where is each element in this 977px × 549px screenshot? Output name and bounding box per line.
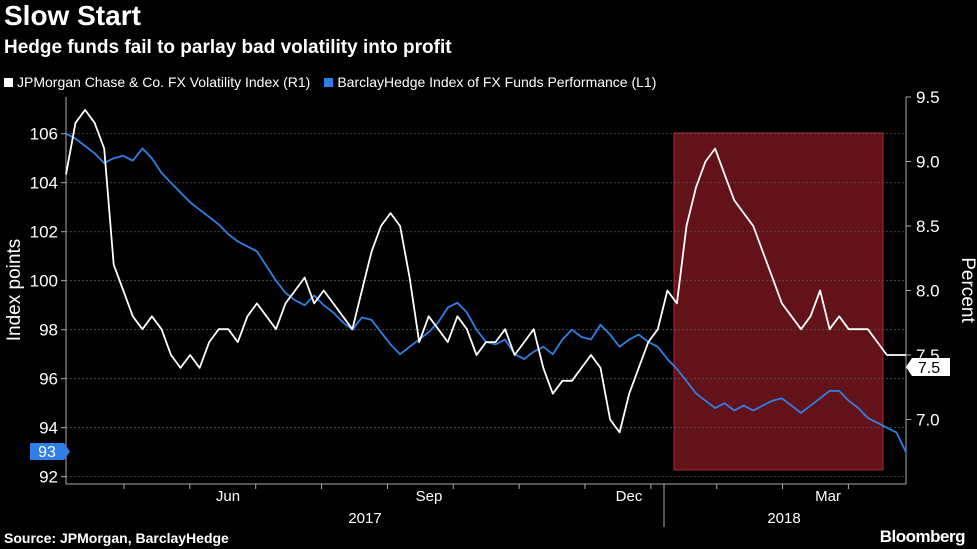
legend: JPMorgan Chase & Co. FX Volatility Index… [4,74,656,90]
right-tick-label: 9.5 [916,88,940,107]
right-tick-label: 8.5 [916,217,940,236]
right-tick-label: 8.0 [916,282,940,301]
x-tick-label: Jun [216,488,240,505]
highlight-region [673,132,884,471]
year-label: 2018 [767,510,800,527]
left-last-value-pointer [64,443,70,460]
left-tick-label: 104 [30,174,58,193]
legend-label-barclayhedge: BarclayHedge Index of FX Funds Performan… [337,74,657,90]
legend-swatch-barclayhedge [324,77,334,87]
legend-swatch-jpmorgan [4,77,13,87]
right-axis-title: Percent [957,257,977,323]
bloomberg-logo: Bloomberg [879,527,966,546]
right-last-value-badge [906,358,950,376]
x-tick-label: Sep [416,488,443,505]
chart-subtitle: Hedge funds fail to parlay bad volatilit… [4,37,452,58]
x-tick-label: Dec [616,488,643,505]
left-tick-label: 102 [30,223,58,242]
legend-item-jpmorgan: JPMorgan Chase & Co. FX Volatility Index… [4,74,310,90]
chart-title: Slow Start [4,0,141,31]
left-tick-label: 94 [39,419,58,438]
series-line-jpmorgan [65,109,906,434]
legend-item-barclayhedge: BarclayHedge Index of FX Funds Performan… [324,74,656,90]
right-tick-label: 9.0 [916,153,940,172]
left-last-value: 93 [38,444,56,461]
left-tick-label: 106 [30,125,58,144]
right-tick-label: 7.0 [916,411,940,430]
left-tick-label: 100 [30,272,58,291]
legend-label-jpmorgan: JPMorgan Chase & Co. FX Volatility Index… [17,74,311,90]
left-tick-label: 98 [39,321,58,340]
source-note: Source: JPMorgan, BarclayHedge [4,530,229,546]
left-tick-label: 96 [39,370,58,389]
left-last-value-badge [30,443,64,460]
left-axis-title: Index points [4,239,25,341]
x-tick-label: Mar [815,488,841,505]
year-label: 2017 [348,510,381,527]
right-last-value: 7.5 [918,360,940,377]
left-tick-label: 92 [39,468,58,487]
